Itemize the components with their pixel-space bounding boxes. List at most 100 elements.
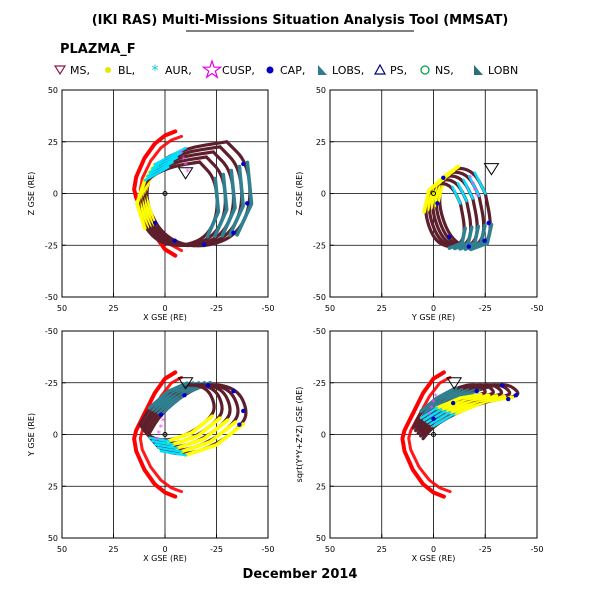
cusp-marker: * (475, 193, 480, 203)
legend-label: CUSP, (222, 64, 255, 77)
legend-item: LOBN (474, 64, 518, 77)
lobes-segment (419, 386, 458, 414)
y-tick-label: -50 (45, 293, 58, 302)
bl-segment (135, 178, 147, 231)
x-axis-label: Y GSE (RE) (411, 313, 455, 322)
y-axis-label: Z GSE (RE) (295, 172, 304, 216)
y-axis-label: sqrt(Y*Y+Z*Z) GSE (RE) (295, 387, 304, 483)
ms-marker (177, 377, 194, 390)
bl-segment (435, 393, 483, 410)
legend-item: LOBS, (318, 64, 364, 77)
aur-segment (429, 411, 452, 426)
cusp-marker: * (427, 411, 432, 421)
triangle-down-icon (53, 65, 67, 76)
x-tick-label: -50 (530, 304, 543, 313)
aur-segment (148, 436, 170, 443)
cusp-marker: * (471, 180, 476, 190)
plot-area: **** (400, 370, 520, 499)
ms-marker (446, 377, 463, 390)
y-axis-label: Y GSE (RE) (27, 413, 36, 457)
aur-segment (146, 160, 174, 178)
earth-marker (431, 432, 436, 437)
cusp-marker: * (181, 155, 186, 165)
cusp-marker: * (159, 423, 164, 433)
legend-label: LOBS, (332, 64, 364, 77)
ms-marker (483, 163, 500, 176)
legend-item: CUSP, (201, 59, 255, 79)
bl-segment (183, 422, 246, 457)
magnetopause-curve (138, 375, 183, 494)
legend-label: MS, (70, 64, 90, 77)
x-tick-label: 25 (377, 545, 387, 554)
x-tick-label: 0 (162, 545, 167, 554)
y-tick-label: 25 (316, 482, 326, 491)
aur-segment (150, 151, 183, 170)
aur-segment (456, 182, 468, 203)
y-tick-label: 0 (321, 190, 326, 199)
y-axis-label: Z GSE (RE) (27, 172, 36, 216)
bow-shock-curve (132, 370, 178, 499)
star-icon (105, 67, 111, 73)
cusp-marker: * (431, 399, 436, 409)
legend-label: AUR, (165, 64, 192, 77)
lobes-segment (452, 225, 474, 251)
y-tick-label: 25 (316, 138, 326, 147)
chart-panel: 50 25 0 -25 -50 -50 -25 0 25 50 X GSE (RE) sqrt(Y*Y… (295, 327, 544, 563)
cap-marker (237, 422, 242, 427)
legend-item: CAP, (266, 64, 305, 77)
plot-area: **** (132, 370, 248, 499)
aur-segment (143, 165, 170, 182)
y-tick-label: -25 (45, 241, 58, 250)
cap-marker (500, 383, 505, 388)
x-axis-label: X GSE (RE) (412, 554, 456, 563)
panels: 50 25 0 -25 -50 50 25 0 -25 -50 X GSE (RE) Z GSE (R… (27, 86, 544, 563)
y-tick-label: -25 (313, 241, 326, 250)
chart-panel: 50 25 0 -25 -50 50 25 0 -25 -50 X GSE (RE) Z GSE (R… (27, 86, 275, 322)
triangle-up-icon (373, 63, 387, 75)
flag-icon (474, 65, 483, 75)
mission-name: PLAZMA_F (60, 42, 136, 57)
aur-segment (153, 146, 187, 166)
bl-segment (170, 416, 222, 447)
x-tick-label: -25 (479, 545, 492, 554)
lobes-segment (227, 164, 246, 238)
x-tick-label: -50 (261, 545, 274, 554)
x-tick-label: 25 (108, 545, 118, 554)
legend-label: NS, (435, 64, 454, 77)
x-tick-label: 0 (431, 545, 436, 554)
cap-marker (431, 416, 436, 421)
y-tick-label: 0 (53, 431, 58, 440)
y-tick-label: 50 (48, 534, 58, 543)
y-tick-label: 25 (48, 138, 58, 147)
asterisk-icon: * (152, 63, 159, 79)
cusp-marker: * (473, 187, 478, 197)
legend-item: PS, (373, 63, 407, 77)
lobes-segment (469, 222, 494, 252)
cusp-marker: * (433, 392, 438, 402)
bl-segment (166, 414, 214, 443)
bow-shock-curve (400, 370, 446, 499)
legend-label: CAP, (280, 64, 305, 77)
cusp-marker: * (183, 162, 188, 172)
cusp-marker: * (161, 417, 166, 427)
dot-icon (266, 66, 274, 74)
y-tick-label: -25 (45, 379, 58, 388)
y-tick-label: -50 (45, 327, 58, 336)
legend-label: PS, (390, 64, 407, 77)
lobes-segment (458, 224, 481, 251)
cap-marker (158, 412, 164, 418)
aur-segment (451, 185, 462, 205)
bl-segment (448, 394, 507, 415)
x-tick-label: 50 (325, 545, 335, 554)
cap-marker (450, 400, 456, 406)
aur-segment (426, 409, 447, 424)
cap-marker (441, 175, 446, 180)
x-axis-label: X GSE (RE) (143, 313, 187, 322)
aur-segment (422, 408, 443, 422)
cap-marker (474, 389, 479, 394)
cap-marker (513, 392, 519, 398)
x-tick-label: 25 (377, 304, 387, 313)
lobes-segment (447, 226, 467, 250)
y-tick-label: 0 (321, 431, 326, 440)
